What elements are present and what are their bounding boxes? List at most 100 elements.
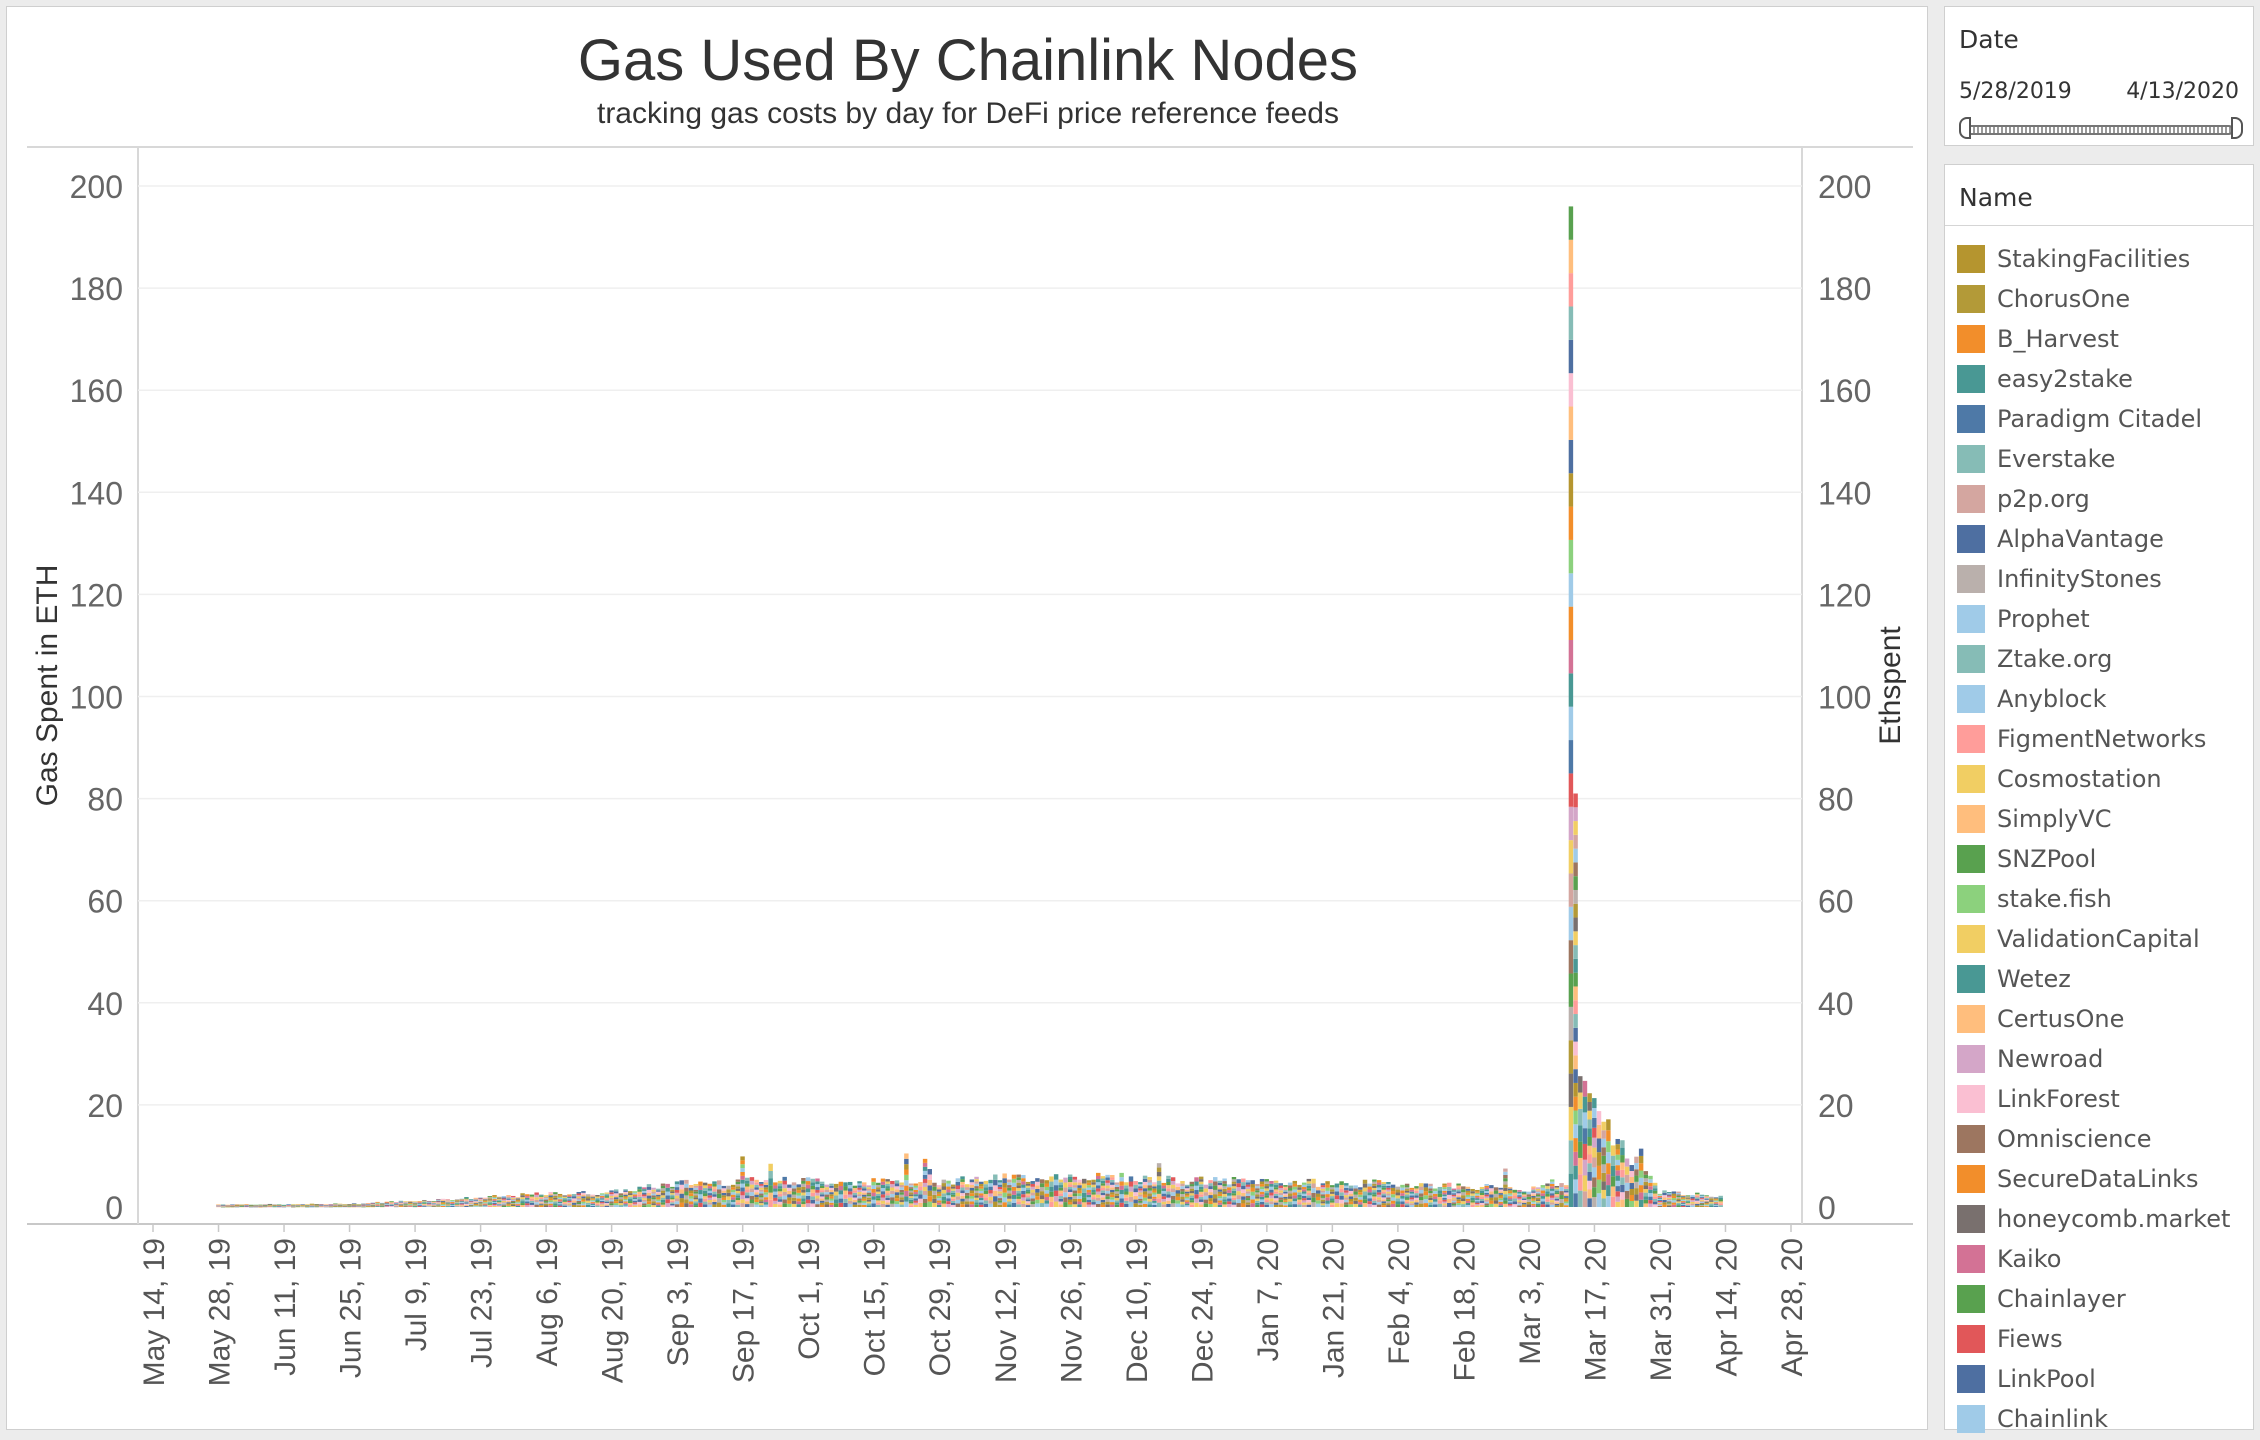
legend-item[interactable]: easy2stake <box>1957 363 2133 395</box>
legend-item[interactable]: Chainlayer <box>1957 1283 2126 1315</box>
bar-segment <box>319 1205 324 1207</box>
bar-segment <box>1564 1188 1569 1191</box>
legend-item[interactable]: Prophet <box>1957 603 2090 635</box>
legend-item[interactable]: p2p.org <box>1957 483 2090 515</box>
legend-item[interactable]: Cosmostation <box>1957 763 2162 795</box>
bar-segment <box>1091 1179 1096 1183</box>
bar-segment <box>1479 1204 1485 1207</box>
bar-segment <box>1573 917 1578 932</box>
legend-item[interactable]: CertusOne <box>1957 1003 2124 1035</box>
date-slider-start-handle[interactable] <box>1959 117 1971 139</box>
bar-segment <box>745 1204 750 1207</box>
bar-segment <box>394 1205 399 1207</box>
bar-segment <box>1535 1194 1541 1197</box>
bar-segment <box>1007 1190 1012 1194</box>
bar-segment <box>1175 1200 1181 1204</box>
legend-item[interactable]: SimplyVC <box>1957 803 2112 835</box>
bar-segment <box>857 1204 862 1207</box>
bar-segment <box>520 1195 525 1198</box>
bar-segment <box>1699 1203 1705 1205</box>
bar-segment <box>1568 273 1574 307</box>
legend-item[interactable]: Everstake <box>1957 443 2115 475</box>
bar-segment <box>244 1205 249 1206</box>
bar-segment <box>1208 1180 1213 1184</box>
legend-item[interactable]: StakingFacilities <box>1957 243 2190 275</box>
bar-segment <box>862 1198 867 1201</box>
bar-segment <box>1442 1192 1447 1195</box>
bar-segment <box>1058 1182 1064 1186</box>
bar-segment <box>1339 1192 1344 1196</box>
legend-item[interactable]: honeycomb.market <box>1957 1203 2230 1235</box>
bar-segment <box>819 1194 825 1197</box>
bar-segment <box>656 1205 661 1207</box>
bar-segment <box>1227 1184 1232 1188</box>
bar-segment <box>922 1182 928 1187</box>
bar-segment <box>464 1198 469 1200</box>
bar-segment <box>1213 1177 1218 1182</box>
bar-segment <box>1507 1188 1513 1191</box>
legend-item[interactable]: FigmentNetworks <box>1957 723 2206 755</box>
bar-segment <box>1535 1188 1541 1191</box>
legend-item[interactable]: Fiews <box>1957 1323 2063 1355</box>
bar-segment <box>1044 1193 1049 1197</box>
bar-segment <box>1161 1196 1166 1199</box>
bar-segment <box>436 1198 441 1200</box>
bar-segment <box>1493 1190 1499 1194</box>
legend-item[interactable]: ChorusOne <box>1957 283 2130 315</box>
bar-segment <box>1100 1202 1106 1205</box>
bar-segment <box>932 1198 937 1203</box>
legend-item[interactable]: LinkPool <box>1957 1363 2096 1395</box>
legend-item[interactable]: Chainlink <box>1957 1403 2108 1435</box>
date-slider-end-handle[interactable] <box>2231 117 2243 139</box>
legend-item[interactable]: AlphaVantage <box>1957 523 2164 555</box>
bar-segment <box>955 1203 961 1207</box>
bar-segment <box>1620 1199 1625 1207</box>
bar-segment <box>1039 1199 1045 1204</box>
bar-segment <box>1072 1179 1078 1183</box>
bar-segment <box>590 1203 596 1205</box>
legend-item[interactable]: ValidationCapital <box>1957 923 2200 955</box>
bar-segment <box>1624 1198 1630 1207</box>
x-tick-label: Mar 31, 20 <box>1645 1238 1678 1381</box>
legend-item[interactable]: Kaiko <box>1957 1243 2061 1275</box>
legend-item[interactable]: SecureDataLinks <box>1957 1163 2198 1195</box>
legend-item[interactable]: Newroad <box>1957 1043 2103 1075</box>
date-range-slider[interactable] <box>1967 125 2233 135</box>
bar-segment <box>1156 1163 1162 1168</box>
bar-segment <box>370 1204 376 1206</box>
legend-item[interactable]: stake.fish <box>1957 883 2112 915</box>
bar-segment <box>281 1205 287 1206</box>
legend-item[interactable]: Paradigm Citadel <box>1957 403 2202 435</box>
bar-segment <box>1152 1182 1157 1185</box>
bar-segment <box>1386 1185 1391 1188</box>
legend-item[interactable]: Wetez <box>1957 963 2071 995</box>
bar-segment <box>609 1194 614 1196</box>
bar-segment <box>773 1203 778 1207</box>
legend-item[interactable]: B_Harvest <box>1957 323 2119 355</box>
bar-segment <box>1325 1190 1330 1195</box>
bar-segment <box>1320 1183 1326 1186</box>
bar-segment <box>1568 239 1574 274</box>
legend-label: Kaiko <box>1997 1245 2062 1273</box>
legend-item[interactable]: Ztake.org <box>1957 643 2112 675</box>
legend-item[interactable]: Omniscience <box>1957 1123 2151 1155</box>
bar-segment <box>1456 1187 1461 1190</box>
legend-item[interactable]: SNZPool <box>1957 843 2096 875</box>
bar-segment <box>1283 1196 1288 1199</box>
bar-segment <box>894 1204 900 1207</box>
bar-segment <box>791 1203 797 1207</box>
legend-item[interactable]: Anyblock <box>1957 683 2107 715</box>
bar-segment <box>1573 1096 1578 1111</box>
bar-segment <box>1535 1187 1541 1189</box>
legend-item[interactable]: InfinityStones <box>1957 563 2162 595</box>
bar-segment <box>777 1199 783 1202</box>
bar-segment <box>1709 1200 1714 1202</box>
bar-segment <box>1208 1198 1213 1202</box>
bar-segment <box>216 1205 221 1206</box>
legend-item[interactable]: LinkForest <box>1957 1083 2120 1115</box>
bar-segment <box>445 1205 450 1207</box>
bar-segment <box>1671 1193 1677 1196</box>
bar-segment <box>333 1203 338 1205</box>
bar-segment <box>426 1204 432 1206</box>
